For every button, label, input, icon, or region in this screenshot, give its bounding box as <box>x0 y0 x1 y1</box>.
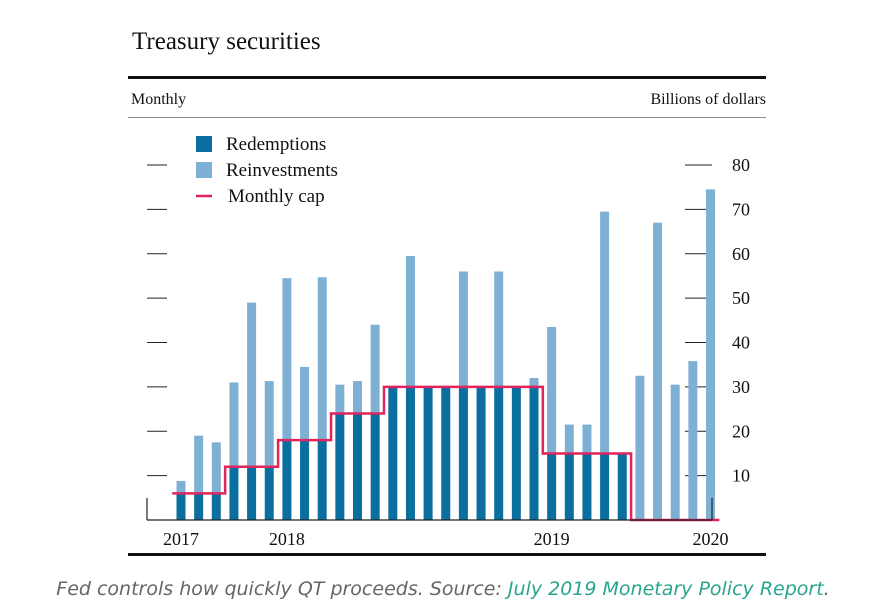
legend-swatch-reinvestments <box>196 162 212 178</box>
reinvestments-bar <box>247 302 257 467</box>
redemptions-bar <box>458 386 468 520</box>
source-link[interactable]: July 2019 Monetary Policy Report <box>507 578 824 600</box>
redemptions-bar <box>264 466 274 520</box>
redemptions-bar <box>405 386 415 520</box>
y-tick-label: 70 <box>732 199 750 219</box>
redemptions-bar <box>211 493 221 520</box>
redemptions-bar <box>370 413 380 520</box>
redemptions-bar <box>441 386 451 520</box>
reinvestments-bar <box>194 435 204 494</box>
redemptions-bar <box>600 453 610 520</box>
chart-figure: Treasury securities Monthly Billions of … <box>128 28 766 556</box>
x-tick-label: 2017 <box>163 529 199 549</box>
reinvestments-bar <box>282 278 292 441</box>
redemptions-bar <box>476 386 486 520</box>
reinvestments-bar <box>300 366 310 441</box>
reinvestments-bar <box>582 424 592 454</box>
redemptions-bar <box>229 466 239 520</box>
reinvestments-bar <box>600 211 610 454</box>
reinvestments-bar <box>564 424 574 454</box>
redemptions-bar <box>388 386 398 520</box>
redemptions-bar <box>511 386 521 520</box>
y-tick-label: 30 <box>732 377 750 397</box>
legend-label: Reinvestments <box>226 160 338 181</box>
redemptions-bar <box>247 466 257 520</box>
legend-swatch-redemptions <box>196 136 212 152</box>
reinvestments-bar <box>335 384 345 414</box>
reinvestments-bar <box>264 381 274 467</box>
redemptions-bar <box>423 386 433 520</box>
redemptions-bar <box>564 453 574 520</box>
x-tick-label: 2019 <box>534 529 570 549</box>
reinvestments-bar <box>176 480 186 494</box>
y-tick-label: 60 <box>732 244 750 264</box>
redemptions-bar <box>335 413 345 520</box>
reinvestments-bar <box>211 442 221 494</box>
redemptions-bar <box>529 386 539 520</box>
reinvestments-bar <box>458 271 468 387</box>
reinvestments-bar <box>547 326 557 454</box>
redemptions-bar <box>317 440 327 520</box>
y-tick-label: 50 <box>732 288 750 308</box>
reinvestments-bar <box>653 222 663 520</box>
reinvestments-bar <box>229 382 239 467</box>
redemptions-bar <box>547 453 557 520</box>
redemptions-bar <box>582 453 592 520</box>
top-rule <box>128 76 766 79</box>
caption-trailing: . <box>823 578 830 600</box>
y-tick-label: 20 <box>732 421 750 441</box>
subheader-rule <box>128 117 766 118</box>
reinvestments-bar <box>353 381 362 414</box>
y-tick-label: 10 <box>732 466 750 486</box>
reinvestments-bar <box>405 255 415 387</box>
chart-svg: 10 20 30 40 50 60 70 80 2017 2018 2019 2020 Redempti… <box>146 134 750 549</box>
x-tick-label: 2020 <box>693 529 729 549</box>
redemptions-bar <box>176 493 186 520</box>
redemptions-bar <box>617 453 627 520</box>
redemptions-bar <box>194 493 204 520</box>
reinvestments-bar <box>494 271 504 387</box>
x-tick-label: 2018 <box>269 529 305 549</box>
frequency-label: Monthly <box>131 91 187 108</box>
redemptions-bar <box>300 440 310 520</box>
reinvestments-bar <box>317 277 327 441</box>
legend-label: Monthly cap <box>228 186 325 207</box>
caption-text: Fed controls how quickly QT proceeds. So… <box>56 578 508 600</box>
reinvestments-bar <box>529 378 539 387</box>
reinvestments-bar <box>706 189 715 520</box>
caption: Fed controls how quickly QT proceeds. So… <box>0 578 886 600</box>
reinvestments-bar <box>635 375 645 520</box>
legend-label: Redemptions <box>226 134 326 155</box>
redemptions-bar <box>353 413 362 520</box>
bottom-rule <box>128 553 766 556</box>
reinvestments-bar <box>670 384 680 520</box>
unit-label: Billions of dollars <box>650 91 766 108</box>
monthly-cap-line <box>172 385 720 522</box>
reinvestments-bar <box>688 361 698 520</box>
y-tick-label: 80 <box>732 155 750 175</box>
redemptions-bar <box>282 440 292 520</box>
y-tick-label: 40 <box>732 333 750 353</box>
chart-title: Treasury securities <box>132 28 321 55</box>
reinvestments-bar <box>370 324 380 414</box>
redemptions-bar <box>494 386 504 520</box>
